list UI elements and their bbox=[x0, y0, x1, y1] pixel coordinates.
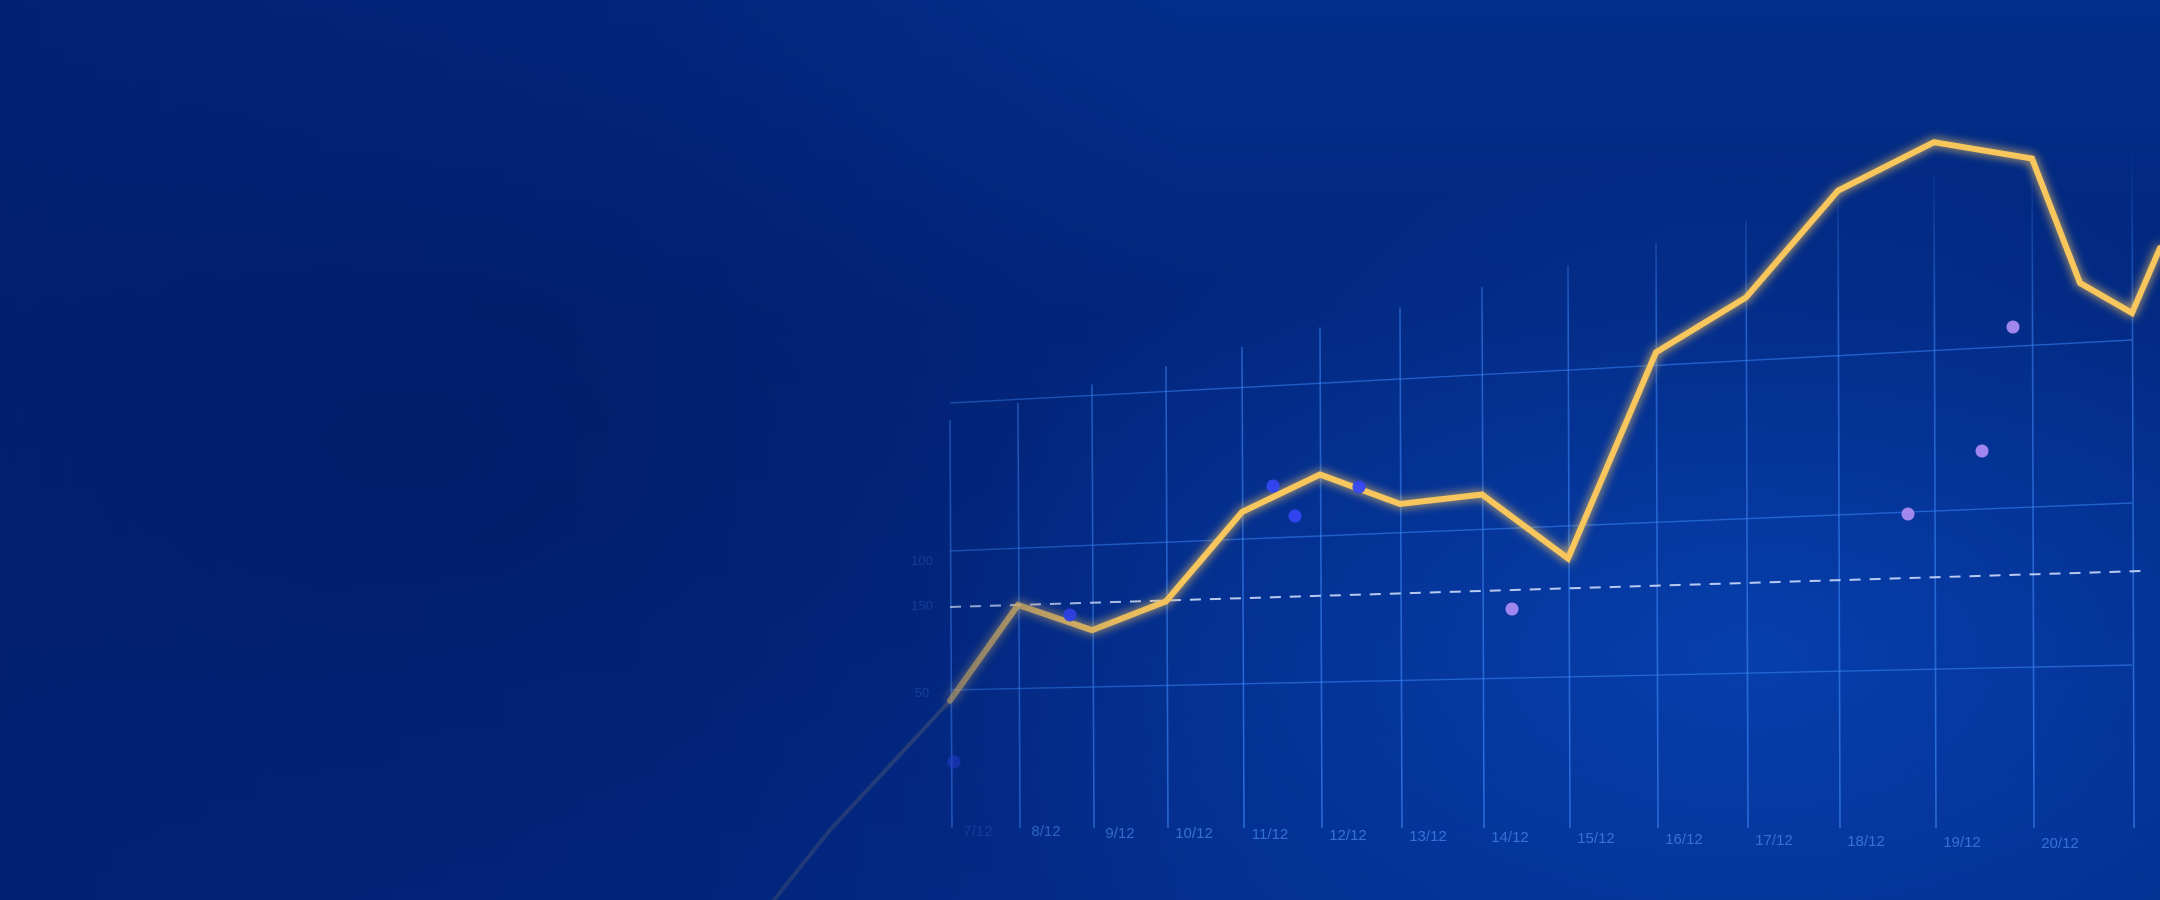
grid-vertical-line bbox=[1319, 327, 1323, 829]
grid-vertical-line bbox=[1241, 346, 1245, 829]
scatter-point bbox=[1352, 480, 1366, 494]
scatter-point bbox=[947, 755, 961, 769]
grid-horizontal-line bbox=[949, 664, 2133, 691]
x-tick-label: 16/12 bbox=[1665, 831, 1703, 848]
reference-line bbox=[949, 570, 2143, 608]
x-tick-label: 15/12 bbox=[1577, 830, 1615, 847]
grid-vertical-line bbox=[1745, 220, 1749, 829]
chart-grid bbox=[949, 149, 2135, 829]
x-tick-label: 7/12 bbox=[963, 823, 992, 840]
x-tick-label: 10/12 bbox=[1175, 825, 1213, 842]
scatter-point bbox=[1975, 444, 1989, 458]
y-axis-labels: 50 100 150 bbox=[911, 553, 933, 700]
series-line bbox=[947, 139, 2160, 704]
grid-horizontal-line bbox=[949, 502, 2133, 552]
y-tick-label: 50 bbox=[915, 685, 929, 700]
scatter-point bbox=[1266, 479, 1280, 493]
scatter-point bbox=[1901, 507, 1915, 521]
grid-vertical-line bbox=[1481, 286, 1485, 829]
grid-vertical-line bbox=[2031, 149, 2035, 829]
scatter-point bbox=[1505, 602, 1519, 616]
scatter-point bbox=[2006, 320, 2020, 334]
x-tick-label: 17/12 bbox=[1755, 832, 1793, 849]
grid-vertical-line bbox=[1091, 384, 1095, 829]
x-tick-label: 20/12 bbox=[2041, 835, 2079, 852]
dashed-reference-line bbox=[949, 570, 2143, 608]
grid-vertical-line bbox=[1567, 265, 1571, 829]
grid-vertical-line bbox=[1933, 173, 1937, 829]
grid-vertical-line bbox=[1017, 402, 1021, 829]
scatter-point bbox=[1063, 608, 1077, 622]
y-tick-label: 150 bbox=[911, 598, 933, 613]
x-tick-label: 8/12 bbox=[1031, 823, 1060, 840]
series-group bbox=[771, 139, 2160, 900]
x-tick-label: 14/12 bbox=[1491, 829, 1529, 846]
x-tick-label: 11/12 bbox=[1252, 826, 1288, 843]
x-tick-label: 18/12 bbox=[1847, 833, 1885, 850]
grid-horizontal-line bbox=[949, 339, 2133, 404]
grid-vertical-line bbox=[2131, 149, 2135, 829]
x-tick-label: 9/12 bbox=[1105, 825, 1134, 842]
grid-vertical-line bbox=[1399, 307, 1403, 829]
series-lead-in bbox=[771, 699, 952, 900]
x-axis-labels: 7/12 8/12 9/12 10/12 11/12 12/12 13/12 14/12 15/… bbox=[963, 823, 2078, 852]
grid-vertical-line bbox=[1655, 243, 1659, 829]
x-tick-label: 13/12 bbox=[1409, 828, 1447, 845]
grid-vertical-line bbox=[1837, 197, 1841, 829]
scatter-points bbox=[947, 320, 2020, 769]
scatter-point bbox=[1288, 509, 1302, 523]
y-tick-label: 100 bbox=[911, 553, 933, 568]
x-tick-label: 19/12 bbox=[1943, 834, 1981, 851]
x-tick-label: 12/12 bbox=[1329, 827, 1367, 844]
